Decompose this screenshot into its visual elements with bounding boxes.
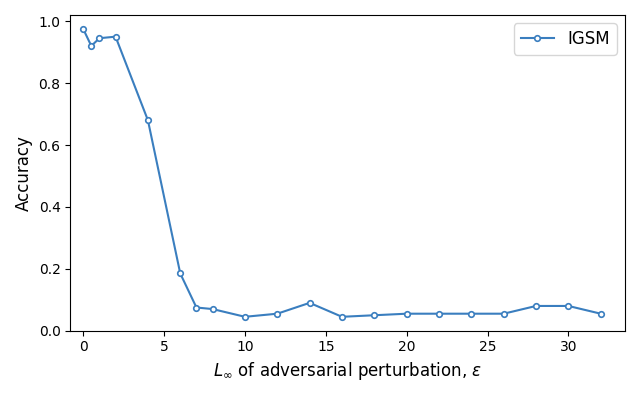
IGSM [193,305,200,310]
IGSM [241,314,249,319]
IGSM [371,313,378,318]
Legend: IGSM: IGSM [514,23,617,55]
IGSM [79,27,87,31]
IGSM [95,36,103,40]
IGSM [564,304,572,308]
IGSM [273,311,281,316]
IGSM [532,304,540,308]
IGSM [112,34,120,39]
IGSM [177,271,184,276]
IGSM [467,311,475,316]
IGSM [144,118,152,123]
IGSM [209,306,216,311]
X-axis label: $L_\infty$ of adversarial perturbation, $\varepsilon$: $L_\infty$ of adversarial perturbation, … [213,360,482,382]
IGSM [403,311,410,316]
Line: IGSM: IGSM [81,26,604,320]
Y-axis label: Accuracy: Accuracy [15,135,33,211]
IGSM [597,311,605,316]
IGSM [338,314,346,319]
IGSM [306,301,314,305]
IGSM [435,311,443,316]
IGSM [500,311,508,316]
IGSM [88,44,95,48]
